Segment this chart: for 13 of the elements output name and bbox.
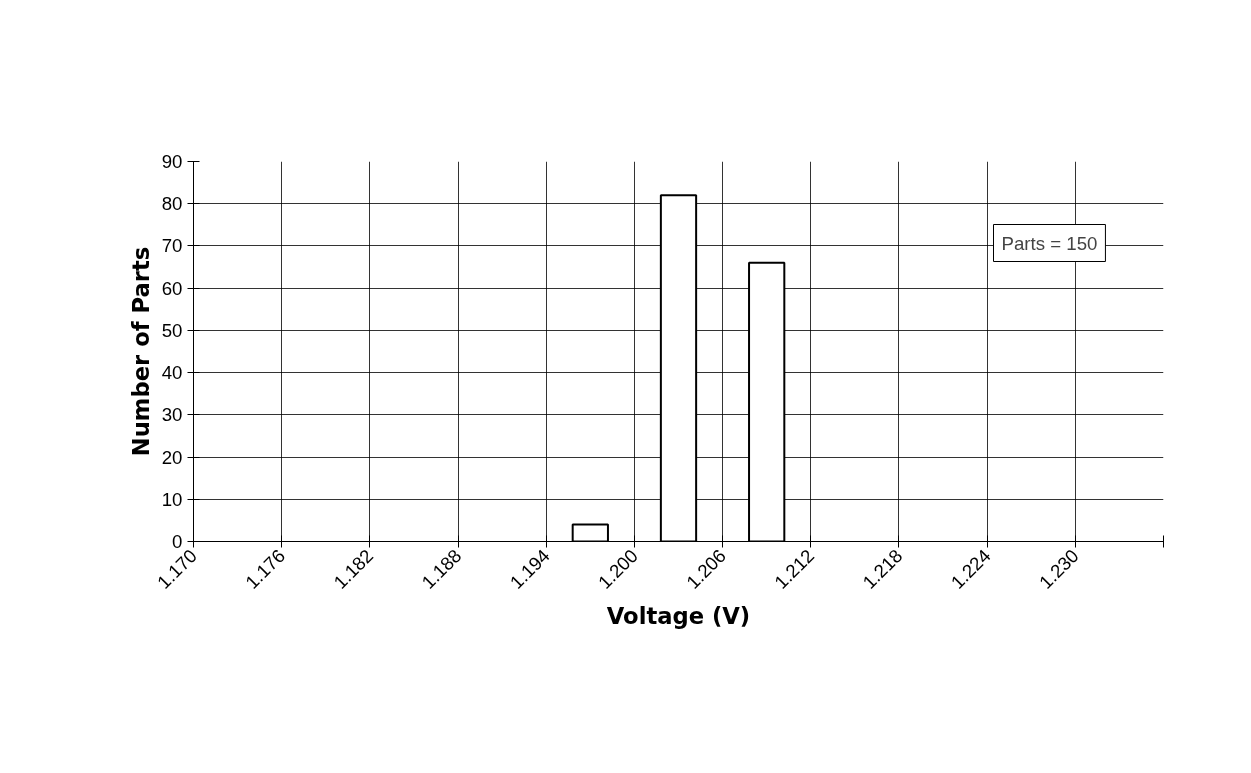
y-axis-title: Number of Parts bbox=[127, 246, 154, 457]
y-tick-label: 90 bbox=[161, 151, 183, 172]
annotation: Parts = 150 bbox=[1001, 232, 1098, 254]
y-tick-label: 30 bbox=[161, 404, 183, 426]
y-tick-label: 20 bbox=[161, 446, 183, 468]
y-tick-label: 0 bbox=[172, 531, 183, 552]
y-tick-label: 10 bbox=[161, 488, 183, 510]
x-axis-title: Voltage (V) bbox=[606, 602, 751, 629]
y-tick-label: 40 bbox=[161, 362, 183, 384]
y-tick-label: 70 bbox=[161, 235, 183, 257]
y-tick-label: 60 bbox=[161, 277, 183, 299]
y-tick-label: 80 bbox=[161, 193, 183, 215]
y-tick-label: 50 bbox=[161, 319, 183, 341]
